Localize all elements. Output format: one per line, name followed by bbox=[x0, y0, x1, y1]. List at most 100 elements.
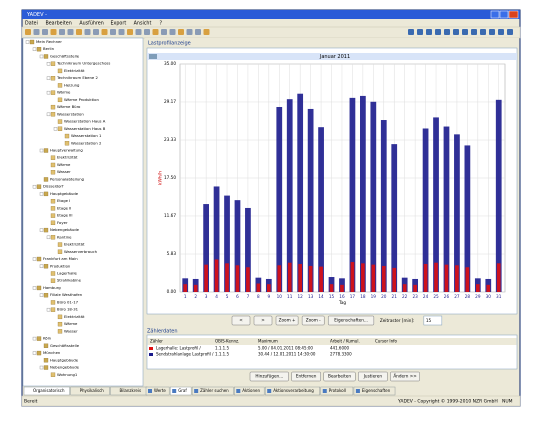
tree-item[interactable]: Büro 18-31 bbox=[57, 307, 79, 312]
toolbar-icon[interactable] bbox=[178, 29, 184, 35]
toolbar-icon[interactable] bbox=[498, 29, 504, 35]
chart-button[interactable] bbox=[327, 315, 375, 326]
menu-item[interactable]: Datei bbox=[25, 21, 38, 27]
tree-item[interactable]: Lagerhalle bbox=[57, 270, 78, 275]
tree-item[interactable]: Wasserstation Haus A bbox=[64, 119, 106, 124]
toolbar-icon[interactable] bbox=[59, 29, 65, 35]
toolbar-icon[interactable] bbox=[453, 29, 459, 35]
chart-button[interactable] bbox=[231, 315, 251, 326]
table-button[interactable] bbox=[358, 371, 388, 382]
tree-item[interactable]: Wärme Büro bbox=[57, 104, 81, 109]
bottom-tab[interactable] bbox=[169, 386, 192, 396]
expand-toggle[interactable] bbox=[46, 112, 51, 117]
maximize-button[interactable] bbox=[499, 10, 509, 19]
expand-toggle[interactable] bbox=[32, 257, 37, 261]
menu-item[interactable]: Export bbox=[111, 21, 127, 27]
toolbar-icon[interactable] bbox=[203, 29, 210, 35]
table-button[interactable] bbox=[291, 371, 321, 382]
table-button[interactable] bbox=[323, 371, 356, 382]
toolbar-icon[interactable] bbox=[110, 29, 116, 35]
toolbar-icon[interactable] bbox=[76, 29, 82, 35]
expand-toggle[interactable] bbox=[32, 351, 37, 355]
toolbar-icon[interactable] bbox=[471, 29, 477, 35]
expand-toggle[interactable] bbox=[39, 293, 44, 297]
expand-toggle[interactable] bbox=[32, 47, 37, 51]
toolbar-icon[interactable] bbox=[507, 29, 513, 35]
tree-item[interactable]: Technikraum Ebene 2 bbox=[56, 75, 98, 80]
toolbar-icon[interactable] bbox=[33, 29, 40, 35]
tree-item[interactable]: Wohnung1 bbox=[57, 372, 78, 377]
tree-item[interactable]: Elektrizität bbox=[64, 242, 85, 247]
tree-item[interactable]: Geschäftsstelle bbox=[50, 343, 80, 348]
toolbar-icon[interactable] bbox=[408, 29, 414, 35]
expand-toggle[interactable] bbox=[39, 192, 44, 196]
minimize-button[interactable] bbox=[490, 10, 500, 19]
toolbar-icon[interactable] bbox=[93, 29, 99, 35]
tree-item[interactable]: Heizung bbox=[64, 82, 80, 87]
left-tab[interactable] bbox=[23, 386, 70, 396]
toolbar-icon[interactable] bbox=[42, 29, 48, 35]
tree-item[interactable]: Büro 01-17 bbox=[57, 299, 79, 304]
toolbar-icon[interactable] bbox=[67, 29, 74, 35]
expand-toggle[interactable] bbox=[39, 148, 44, 153]
tree-item[interactable]: Wasserstation 2 bbox=[71, 140, 102, 145]
expand-toggle[interactable] bbox=[46, 76, 51, 80]
toolbar-icon[interactable] bbox=[444, 29, 450, 35]
tree-item[interactable]: Etage I bbox=[57, 198, 70, 203]
expand-toggle[interactable] bbox=[32, 336, 37, 341]
tree-item[interactable]: Etage II bbox=[57, 205, 71, 210]
expand-toggle[interactable] bbox=[32, 286, 37, 290]
menu-item[interactable]: ? bbox=[159, 21, 162, 27]
tree-item[interactable]: Foyer bbox=[57, 220, 68, 225]
toolbar-icon[interactable] bbox=[25, 29, 31, 35]
tree-item[interactable]: Hamburg bbox=[43, 285, 61, 290]
expand-toggle[interactable] bbox=[39, 54, 44, 59]
toolbar-icon[interactable] bbox=[127, 29, 133, 35]
tree-item[interactable]: Personalabteilung bbox=[50, 176, 85, 181]
tree-item[interactable]: Wasser bbox=[57, 169, 71, 174]
toolbar-icon[interactable] bbox=[462, 29, 468, 35]
tree-item[interactable]: Strahlkabine bbox=[57, 278, 82, 283]
toolbar-icon[interactable] bbox=[50, 29, 57, 35]
toolbar-icon[interactable] bbox=[195, 29, 201, 35]
chart-button[interactable] bbox=[301, 315, 325, 326]
toolbar-icon[interactable] bbox=[417, 29, 423, 35]
expand-toggle[interactable] bbox=[46, 62, 51, 66]
expand-toggle[interactable] bbox=[39, 228, 44, 232]
tree-item[interactable]: Frankfurt am Main bbox=[43, 256, 78, 261]
chart-button[interactable] bbox=[275, 315, 299, 326]
bottom-tab[interactable] bbox=[320, 386, 354, 396]
tree-item[interactable]: Wasserstation Haus B bbox=[64, 126, 106, 131]
toolbar-icon[interactable] bbox=[186, 29, 193, 35]
tree-item[interactable]: Hauptgebäude bbox=[50, 357, 79, 362]
toolbar-icon[interactable] bbox=[169, 29, 176, 35]
tree-item[interactable]: Wasserstation 1 bbox=[71, 133, 102, 138]
toolbar-icon[interactable] bbox=[426, 29, 432, 35]
chart-button[interactable] bbox=[253, 315, 273, 326]
toolbar-icon[interactable] bbox=[161, 29, 167, 35]
tree-item[interactable]: Berlin bbox=[43, 46, 55, 51]
table-button[interactable] bbox=[390, 371, 420, 382]
bottom-tab[interactable] bbox=[145, 386, 170, 396]
bottom-tab[interactable] bbox=[191, 386, 234, 396]
toolbar-icon[interactable] bbox=[489, 29, 495, 35]
tree-item[interactable]: Hauptgebäude bbox=[50, 191, 79, 196]
tree-item[interactable]: Mein Rechner bbox=[36, 39, 62, 44]
tree-item[interactable]: Filiale Westhafen bbox=[50, 292, 83, 297]
tree-item[interactable]: Geschäftsstelle bbox=[50, 53, 80, 58]
tree-item[interactable]: Nebengebäude bbox=[50, 365, 80, 370]
tree-item[interactable]: Elektrizität bbox=[64, 314, 85, 319]
interval-select[interactable] bbox=[423, 315, 443, 326]
expand-toggle[interactable] bbox=[39, 365, 44, 370]
tree-item[interactable]: Wasser bbox=[64, 328, 78, 333]
close-button[interactable] bbox=[508, 10, 519, 19]
tree-item[interactable]: Etage III bbox=[57, 213, 73, 218]
tree-item[interactable]: Wasserverbrauch bbox=[64, 249, 98, 254]
tree-item[interactable]: Wasserstation bbox=[57, 111, 84, 116]
tree-item[interactable]: Elektrizität bbox=[64, 68, 85, 73]
menu-item[interactable]: Ausführen bbox=[79, 21, 103, 27]
toolbar-icon[interactable] bbox=[144, 29, 150, 35]
toolbar-icon[interactable] bbox=[480, 29, 486, 35]
expand-toggle[interactable] bbox=[46, 307, 51, 312]
table-button[interactable] bbox=[249, 371, 289, 382]
